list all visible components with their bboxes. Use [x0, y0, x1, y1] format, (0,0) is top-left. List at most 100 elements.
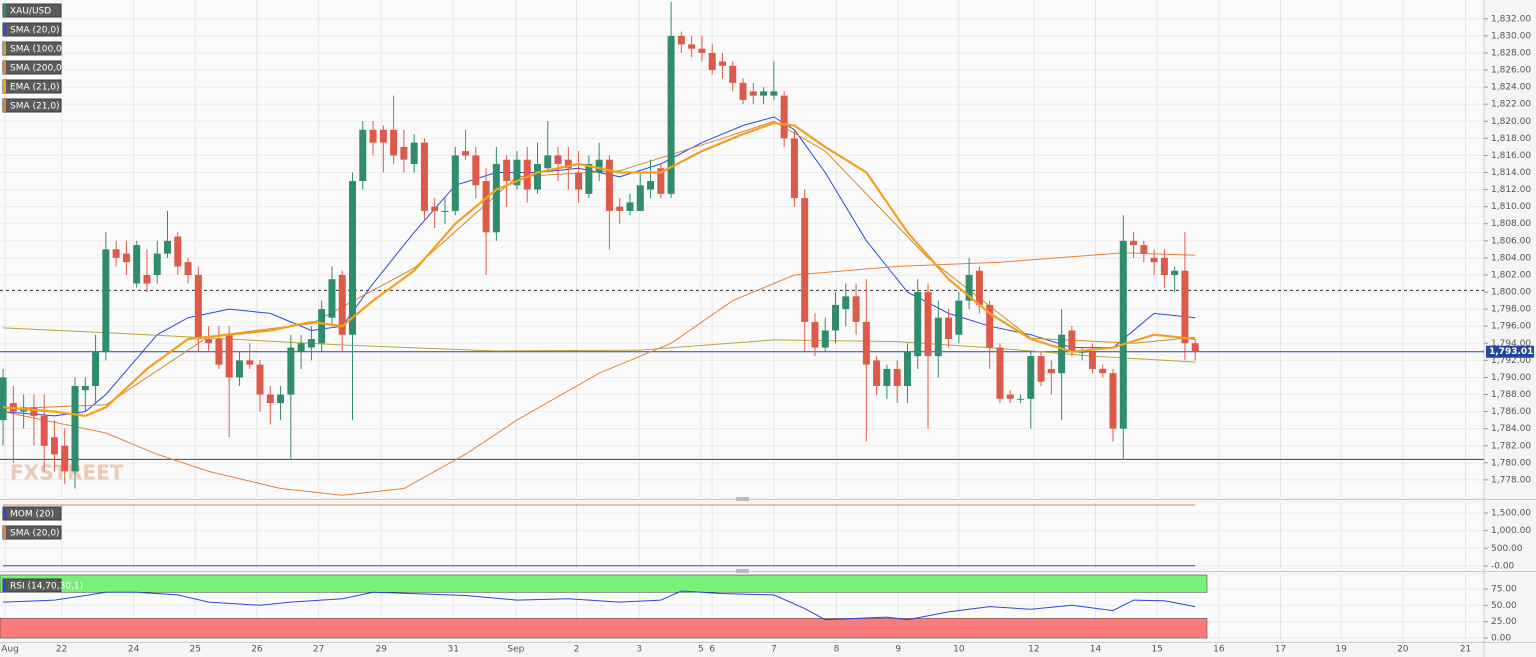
candle-body	[636, 185, 644, 211]
candle-body	[235, 360, 243, 378]
last-price-tag	[1486, 345, 1534, 358]
x-tick-label: 10	[953, 645, 965, 655]
x-tick-label: 22	[56, 645, 67, 655]
candle-body	[1088, 351, 1096, 369]
candle-body	[1130, 240, 1138, 246]
x-tick-label: 14	[1090, 645, 1102, 655]
y-tick-label: 1,828.00	[1491, 48, 1531, 58]
candle-body	[1191, 343, 1199, 352]
candle-body	[1119, 240, 1127, 429]
legend-item[interactable]: EMA (21,0)	[2, 79, 62, 94]
legend-item[interactable]: SMA (20,0)	[2, 22, 62, 37]
y-tick-label: 75.00	[1491, 584, 1517, 594]
candle-body	[400, 146, 408, 160]
candle-body	[533, 163, 541, 190]
candle-body	[770, 91, 778, 96]
x-tick-label: 25	[190, 645, 201, 655]
candle-body	[451, 155, 459, 211]
y-tick-label: 50.00	[1491, 601, 1517, 611]
candle-body	[503, 159, 511, 182]
legend-item[interactable]: MOM (20)	[2, 506, 62, 521]
legend-item[interactable]: RSI (14,70,30,1)	[2, 578, 83, 593]
candle-body	[215, 339, 223, 365]
candle-body	[0, 377, 7, 421]
legend-swatch	[3, 526, 6, 539]
candle-body	[1171, 270, 1179, 275]
candle-body	[780, 95, 788, 139]
candle-body	[698, 48, 706, 53]
y-tick-label: 0.00	[1491, 634, 1511, 644]
legend-swatch	[3, 579, 6, 592]
candle-body	[914, 292, 922, 357]
candle-body	[862, 321, 870, 365]
candle-body	[122, 253, 130, 263]
legend-label: RSI (14,70,30,1)	[10, 582, 83, 592]
candle-body	[441, 210, 449, 212]
candle-body	[1027, 356, 1035, 399]
x-tick-label: 20	[1397, 645, 1409, 655]
x-tick-label: 31	[447, 645, 458, 655]
x-tick-label: 12	[1028, 645, 1039, 655]
candle-body	[472, 155, 480, 186]
legend-item[interactable]: SMA (100,0)	[2, 41, 65, 56]
candle-body	[986, 304, 994, 348]
candle-body	[225, 334, 233, 378]
candle-body	[657, 168, 665, 194]
last-price-label: 1,793.01	[1489, 347, 1533, 357]
legend-item[interactable]: XAU/USD	[2, 3, 62, 18]
y-tick-label: 1,798.00	[1491, 305, 1531, 315]
y-tick-label: 1,820.00	[1491, 117, 1531, 127]
candle-body	[50, 437, 58, 455]
y-tick-label: 1,788.00	[1491, 390, 1531, 400]
legend-item[interactable]: SMA (20,0)	[2, 525, 62, 540]
candle-body	[564, 159, 572, 169]
legend-item[interactable]: SMA (21,0)	[2, 98, 62, 113]
candle-body	[708, 52, 716, 71]
candle-body	[1068, 330, 1076, 352]
candle-body	[554, 155, 562, 164]
candle-body	[883, 368, 891, 386]
candle-body	[92, 351, 100, 386]
candle-body	[1140, 245, 1148, 254]
legend-item[interactable]: SMA (200,0)	[2, 60, 65, 75]
x-tick-label: 17	[1275, 645, 1286, 655]
candle-body	[1099, 368, 1107, 374]
candle-body	[821, 330, 829, 348]
y-tick-label: 1,784.00	[1491, 424, 1531, 434]
pane-grip[interactable]	[736, 497, 749, 501]
zone-band	[0, 618, 1208, 639]
x-tick-label: 5	[698, 645, 704, 655]
legend-label: MOM (20)	[10, 510, 54, 520]
x-tick-label: 29	[376, 645, 388, 655]
candle-body	[832, 304, 840, 331]
y-tick-label: 1,000.00	[1491, 526, 1531, 536]
candle-body	[1109, 373, 1117, 429]
indicator-line	[2, 252, 1196, 496]
candle-body	[153, 253, 161, 275]
candle-body	[390, 129, 398, 156]
y-tick-label: -0.00	[1491, 561, 1515, 571]
candle-body	[174, 236, 182, 267]
candle-body	[790, 138, 798, 199]
y-tick-label: 1,810.00	[1491, 202, 1531, 212]
x-tick-label: 26	[251, 645, 263, 655]
candle-body	[349, 181, 357, 335]
x-tick-label: 7	[771, 645, 777, 655]
pane-grip[interactable]	[736, 569, 749, 573]
y-tick-label: 1,796.00	[1491, 322, 1531, 332]
candle-body	[246, 360, 254, 365]
candle-body	[164, 240, 172, 254]
x-tick-label: 8	[834, 645, 840, 655]
candle-body	[595, 159, 603, 173]
candle-body	[616, 206, 624, 211]
legend-swatch	[3, 42, 6, 55]
candle-body	[277, 394, 285, 404]
x-tick-label: 2	[574, 645, 580, 655]
x-tick-label: 24	[128, 645, 140, 655]
candle-body	[1058, 334, 1066, 374]
y-tick-label: 500.00	[1491, 544, 1523, 554]
candle-body	[688, 44, 696, 49]
candle-body	[369, 129, 377, 143]
candle-body	[544, 155, 552, 169]
y-tick-label: 1,804.00	[1491, 253, 1531, 263]
